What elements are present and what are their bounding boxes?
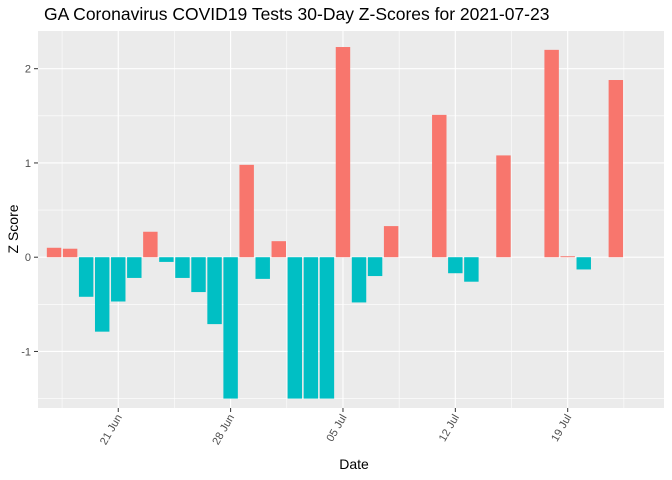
grid-layer (38, 31, 664, 408)
bar (111, 257, 126, 302)
bar (175, 257, 190, 278)
plot-panel (38, 31, 664, 408)
bar (464, 257, 479, 282)
bar (46, 247, 62, 258)
bar (608, 80, 624, 258)
bar (62, 248, 78, 258)
bar-layer (46, 47, 624, 399)
bar (159, 257, 174, 262)
y-tick-label: 2 (25, 64, 31, 76)
bar (287, 257, 303, 399)
bar (448, 257, 463, 274)
y-tick-label: 0 (25, 252, 31, 264)
bar (143, 231, 158, 258)
x-tick-label: 12 Jul (437, 413, 462, 444)
bar (127, 257, 142, 278)
bar (239, 164, 254, 258)
bar (335, 47, 351, 258)
chart-title: GA Coronavirus COVID19 Tests 30-Day Z-Sc… (44, 4, 550, 24)
bar (271, 241, 286, 258)
x-tick-label: 19 Jul (549, 413, 574, 444)
bar (223, 257, 238, 399)
y-axis-title: Z Score (5, 204, 21, 253)
bar (432, 114, 447, 258)
x-tick-label: 05 Jul (325, 413, 350, 444)
x-axis-title: Date (339, 456, 369, 472)
bar (383, 226, 399, 258)
bar (544, 49, 559, 258)
y-tick-label: 1 (25, 158, 31, 170)
bar (351, 257, 367, 303)
bar (207, 257, 222, 325)
bar (367, 257, 383, 277)
bar (560, 256, 575, 258)
y-tick-label: -1 (21, 346, 31, 358)
bar (496, 155, 511, 258)
x-tick-label: 21 Jun (98, 413, 125, 448)
bar (576, 257, 591, 270)
bar (78, 257, 94, 297)
bar (319, 257, 335, 399)
bar (191, 257, 206, 293)
x-tick-label: 28 Jun (210, 413, 237, 448)
bar (303, 257, 319, 399)
bar (255, 257, 270, 279)
bar (94, 257, 110, 332)
